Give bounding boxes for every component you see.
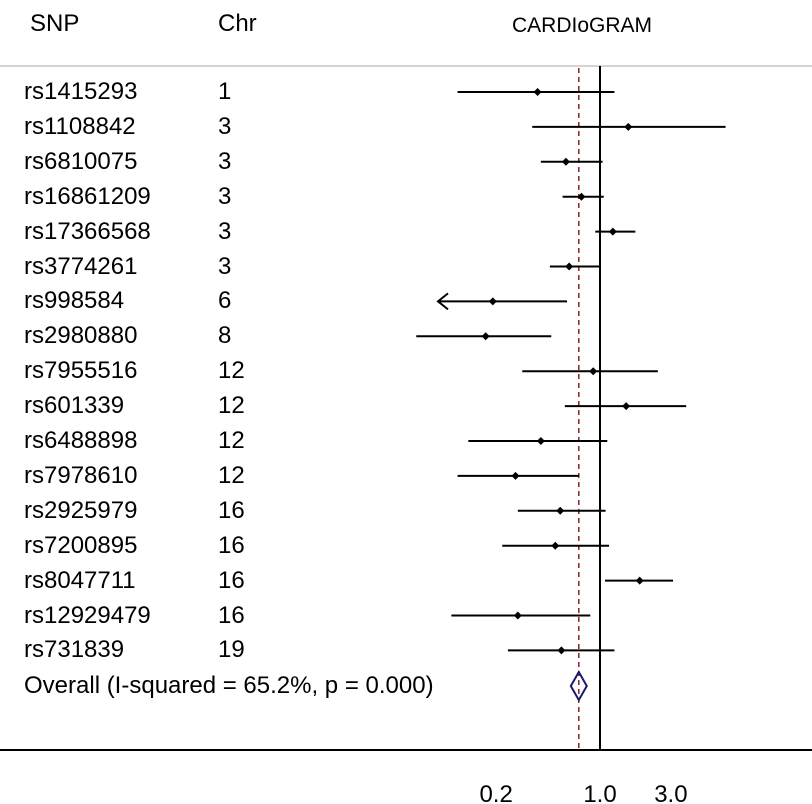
snp-column-header: SNP [30, 10, 80, 37]
overall-diamond [569, 669, 588, 703]
overall-label: Overall (I-squared = 65.2%, p = 0.000) [24, 672, 434, 699]
chr-label: 19 [218, 636, 245, 664]
chr-label: 6 [218, 287, 232, 315]
snp-label: rs601339 [24, 392, 125, 420]
snp-label: rs2925979 [24, 496, 138, 524]
point-estimate [561, 157, 570, 166]
point-estimate [536, 437, 545, 445]
snp-label: rs731839 [24, 636, 125, 664]
snp-label: rs998584 [24, 287, 125, 315]
point-estimate [589, 367, 598, 376]
snp-label: rs1108842 [24, 112, 136, 140]
chr-label: 3 [218, 217, 232, 245]
chr-label: 16 [218, 531, 245, 559]
chr-column-header: Chr [218, 10, 257, 37]
snp-label: rs6488898 [24, 427, 138, 454]
chr-label: 3 [218, 147, 232, 175]
point-estimate [557, 646, 566, 655]
point-estimate [481, 332, 490, 341]
point-estimate [577, 192, 586, 201]
point-estimate [513, 611, 522, 620]
snp-label: rs1415293 [24, 78, 138, 105]
point-estimate [565, 262, 574, 271]
study-title: CARDIoGRAM [512, 14, 653, 37]
point-estimate [635, 576, 644, 585]
point-estimate [533, 88, 542, 96]
point-estimate [556, 506, 565, 515]
x-tick-label: 0.2 [479, 781, 512, 804]
point-estimate [624, 122, 633, 131]
chr-label: 12 [218, 461, 245, 489]
chr-label: 1 [218, 78, 232, 105]
point-estimate [511, 471, 520, 480]
point-estimate [551, 541, 560, 550]
snp-label: rs7955516 [24, 357, 138, 385]
x-tick-label: 1.0 [583, 781, 616, 804]
point-estimate [488, 297, 497, 306]
point-estimate [622, 402, 631, 411]
chr-label: 12 [218, 357, 245, 385]
chr-label: 3 [218, 112, 232, 140]
snp-label: rs17366568 [24, 217, 151, 245]
point-estimate [608, 227, 617, 236]
snp-label: rs8047711 [24, 566, 136, 594]
snp-label: rs16861209 [24, 182, 151, 210]
chr-label: 12 [218, 427, 245, 454]
chr-label: 16 [218, 601, 245, 629]
snp-label: rs12929479 [24, 601, 151, 629]
chr-label: 3 [218, 252, 232, 280]
chr-label: 16 [218, 496, 245, 524]
chr-label: 16 [218, 566, 245, 594]
x-tick-label: 3.0 [654, 781, 687, 804]
chr-label: 3 [218, 182, 232, 210]
chr-label: 8 [218, 322, 232, 350]
snp-label: rs7978610 [24, 461, 138, 489]
snp-label: rs6810075 [24, 147, 138, 175]
snp-label: rs7200895 [24, 531, 138, 559]
chr-label: 12 [218, 392, 245, 420]
snp-label: rs2980880 [24, 322, 138, 350]
snp-label: rs3774261 [24, 252, 138, 280]
left-arrow-head [436, 292, 449, 311]
